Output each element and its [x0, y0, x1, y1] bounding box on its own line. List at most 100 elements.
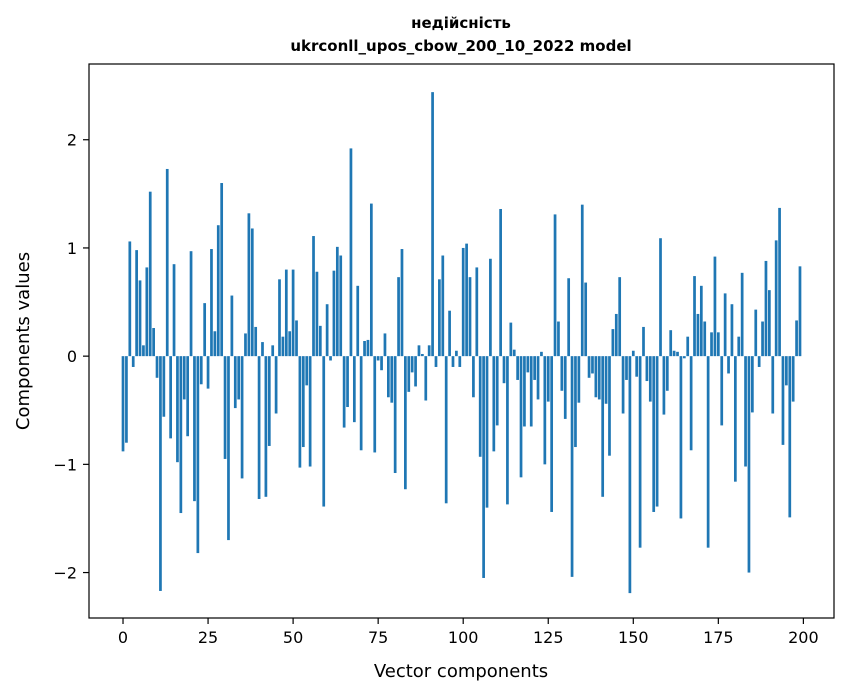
- bar: [393, 356, 397, 474]
- bar: [737, 336, 741, 357]
- bar: [604, 356, 608, 404]
- bar: [257, 356, 261, 499]
- bar: [444, 356, 448, 504]
- bar: [254, 326, 258, 357]
- bar: [587, 356, 591, 378]
- bar: [240, 356, 244, 479]
- bar: [278, 279, 281, 357]
- bar: [397, 277, 400, 357]
- y-tick-label: −1: [53, 455, 77, 474]
- bar: [159, 356, 162, 591]
- bar: [472, 356, 475, 398]
- bar: [696, 313, 700, 357]
- x-tick-label: 175: [703, 628, 734, 647]
- bar: [431, 92, 434, 357]
- bar: [635, 356, 639, 377]
- y-axis-ticks: −2 −1 0 1 2: [53, 131, 89, 583]
- bar: [771, 356, 775, 414]
- bar: [492, 356, 496, 452]
- y-tick-label: 1: [67, 239, 77, 258]
- bar: [267, 356, 271, 446]
- bar: [608, 356, 611, 456]
- bar: [781, 356, 785, 445]
- bar: [744, 356, 747, 467]
- bar: [546, 356, 550, 402]
- bar: [315, 271, 319, 357]
- bar: [172, 264, 176, 357]
- bar: [135, 250, 138, 357]
- bar: [308, 356, 312, 467]
- bar: [761, 321, 764, 357]
- bar: [182, 356, 186, 400]
- bar: [152, 328, 155, 357]
- bar: [693, 276, 696, 357]
- bar: [720, 356, 724, 426]
- bar: [563, 356, 567, 419]
- bar: [244, 333, 247, 357]
- bar: [288, 331, 292, 357]
- bar: [261, 342, 264, 357]
- bar: [301, 356, 305, 448]
- bar: [560, 356, 564, 391]
- bar: [148, 191, 152, 357]
- bar: [716, 332, 720, 357]
- bar: [461, 247, 465, 357]
- bar: [196, 356, 200, 554]
- bar: [540, 351, 543, 357]
- bar: [526, 356, 530, 373]
- x-axis-label: Vector components: [374, 661, 548, 682]
- bar: [798, 266, 802, 357]
- bar: [335, 246, 339, 357]
- bar: [733, 356, 737, 482]
- bar: [250, 228, 254, 357]
- x-axis-ticks: 0 25 50 75 100 125 150 175 200: [118, 618, 819, 647]
- bar: [216, 225, 220, 357]
- bar: [247, 213, 251, 357]
- bar: [312, 236, 315, 357]
- bar: [529, 356, 533, 427]
- bar: [410, 356, 414, 373]
- bar: [199, 356, 203, 385]
- bar: [369, 203, 373, 357]
- bar: [417, 345, 421, 357]
- bar: [329, 356, 332, 361]
- x-tick-label: 200: [788, 628, 819, 647]
- bar: [659, 238, 662, 357]
- bar: [169, 356, 172, 439]
- bar: [710, 332, 713, 357]
- bar: [421, 353, 424, 357]
- bar: [295, 320, 298, 357]
- bar: [427, 345, 431, 357]
- bar: [751, 356, 754, 413]
- bar: [489, 258, 492, 357]
- bar: [390, 356, 394, 403]
- bar: [594, 356, 598, 398]
- bar: [574, 356, 577, 448]
- bar: [679, 356, 683, 519]
- bar: [342, 356, 346, 428]
- bar: [230, 295, 234, 357]
- bar: [509, 322, 513, 357]
- bar: [618, 277, 622, 357]
- bar: [305, 356, 309, 386]
- bar: [727, 356, 730, 374]
- bar: [536, 356, 540, 400]
- bar: [424, 356, 428, 401]
- bar: [723, 293, 727, 357]
- bar: [162, 356, 166, 417]
- bar: [523, 356, 526, 427]
- bar: [502, 356, 506, 384]
- bar: [764, 260, 768, 357]
- bar: [642, 326, 645, 357]
- bar: [383, 333, 387, 357]
- bar: [373, 356, 377, 453]
- bar: [363, 341, 366, 357]
- bar: [121, 356, 125, 452]
- bar: [713, 256, 717, 357]
- bar: [220, 183, 224, 357]
- bar: [478, 356, 482, 457]
- bar: [125, 356, 128, 443]
- bar: [325, 304, 329, 357]
- bar: [550, 356, 554, 512]
- bar: [682, 356, 686, 359]
